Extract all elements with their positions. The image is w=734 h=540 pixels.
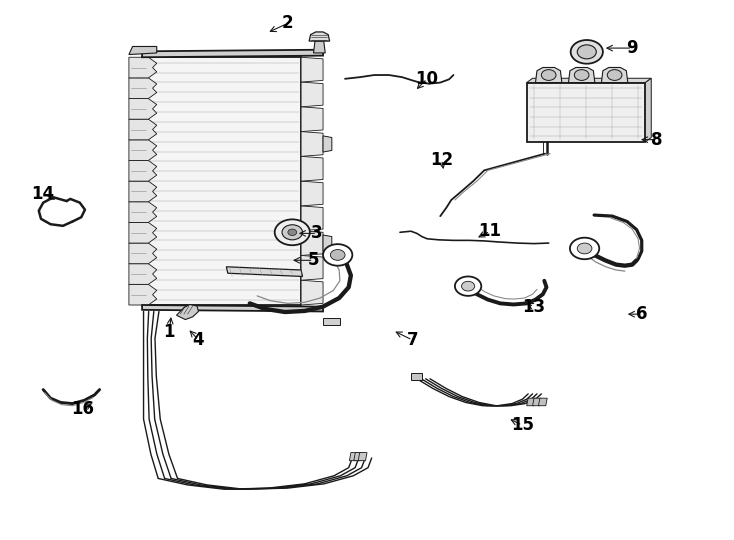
Text: 16: 16 (71, 400, 94, 418)
Circle shape (282, 225, 302, 240)
Polygon shape (129, 285, 157, 305)
Circle shape (574, 70, 589, 80)
Polygon shape (301, 255, 323, 280)
Text: 4: 4 (193, 331, 204, 349)
Circle shape (570, 238, 599, 259)
Circle shape (455, 276, 482, 296)
Polygon shape (354, 453, 363, 461)
Polygon shape (323, 136, 332, 152)
Polygon shape (301, 280, 323, 305)
Text: 10: 10 (415, 70, 439, 88)
Polygon shape (349, 453, 358, 461)
Polygon shape (323, 235, 332, 251)
Polygon shape (129, 243, 157, 264)
Polygon shape (527, 398, 536, 406)
Text: 2: 2 (282, 15, 294, 32)
Polygon shape (601, 68, 628, 83)
Polygon shape (129, 98, 157, 119)
Circle shape (462, 281, 475, 291)
Polygon shape (129, 160, 157, 181)
Polygon shape (129, 119, 157, 140)
Polygon shape (313, 41, 325, 53)
Polygon shape (309, 32, 330, 41)
Circle shape (577, 45, 596, 59)
Text: 7: 7 (407, 331, 418, 349)
Polygon shape (334, 251, 351, 260)
Text: 5: 5 (308, 251, 319, 269)
Polygon shape (301, 132, 323, 157)
Text: 15: 15 (511, 416, 534, 434)
Circle shape (607, 70, 622, 80)
Polygon shape (358, 453, 367, 461)
Circle shape (577, 243, 592, 254)
Polygon shape (129, 264, 157, 285)
Polygon shape (527, 78, 651, 83)
Polygon shape (301, 157, 323, 181)
Circle shape (570, 40, 603, 64)
Circle shape (288, 229, 297, 235)
Polygon shape (539, 398, 548, 406)
Polygon shape (301, 82, 323, 107)
Polygon shape (129, 181, 157, 202)
Polygon shape (536, 68, 562, 83)
Polygon shape (226, 267, 302, 276)
Circle shape (330, 249, 345, 260)
Text: 8: 8 (651, 131, 663, 149)
Circle shape (323, 244, 352, 266)
Polygon shape (301, 57, 323, 82)
Polygon shape (301, 231, 323, 255)
Text: 1: 1 (164, 323, 175, 341)
Polygon shape (323, 319, 340, 326)
Text: 12: 12 (430, 151, 454, 168)
Polygon shape (129, 57, 157, 78)
Polygon shape (176, 305, 198, 320)
Text: 11: 11 (479, 222, 501, 240)
Polygon shape (129, 46, 157, 55)
Text: 6: 6 (636, 305, 647, 323)
Polygon shape (411, 374, 422, 380)
Polygon shape (301, 107, 323, 132)
Polygon shape (142, 305, 323, 312)
Text: 13: 13 (523, 298, 545, 315)
Polygon shape (301, 206, 323, 231)
Polygon shape (142, 50, 323, 57)
Polygon shape (129, 78, 157, 98)
Polygon shape (129, 202, 157, 222)
Polygon shape (129, 140, 157, 160)
Polygon shape (129, 222, 157, 243)
Text: 9: 9 (626, 39, 638, 57)
Polygon shape (645, 78, 651, 142)
Text: 14: 14 (32, 185, 55, 202)
Circle shape (542, 70, 556, 80)
Circle shape (275, 219, 310, 245)
Polygon shape (533, 398, 542, 406)
Polygon shape (568, 68, 595, 83)
Polygon shape (301, 181, 323, 206)
Polygon shape (527, 83, 645, 142)
Text: 3: 3 (311, 225, 323, 242)
Polygon shape (142, 57, 301, 305)
